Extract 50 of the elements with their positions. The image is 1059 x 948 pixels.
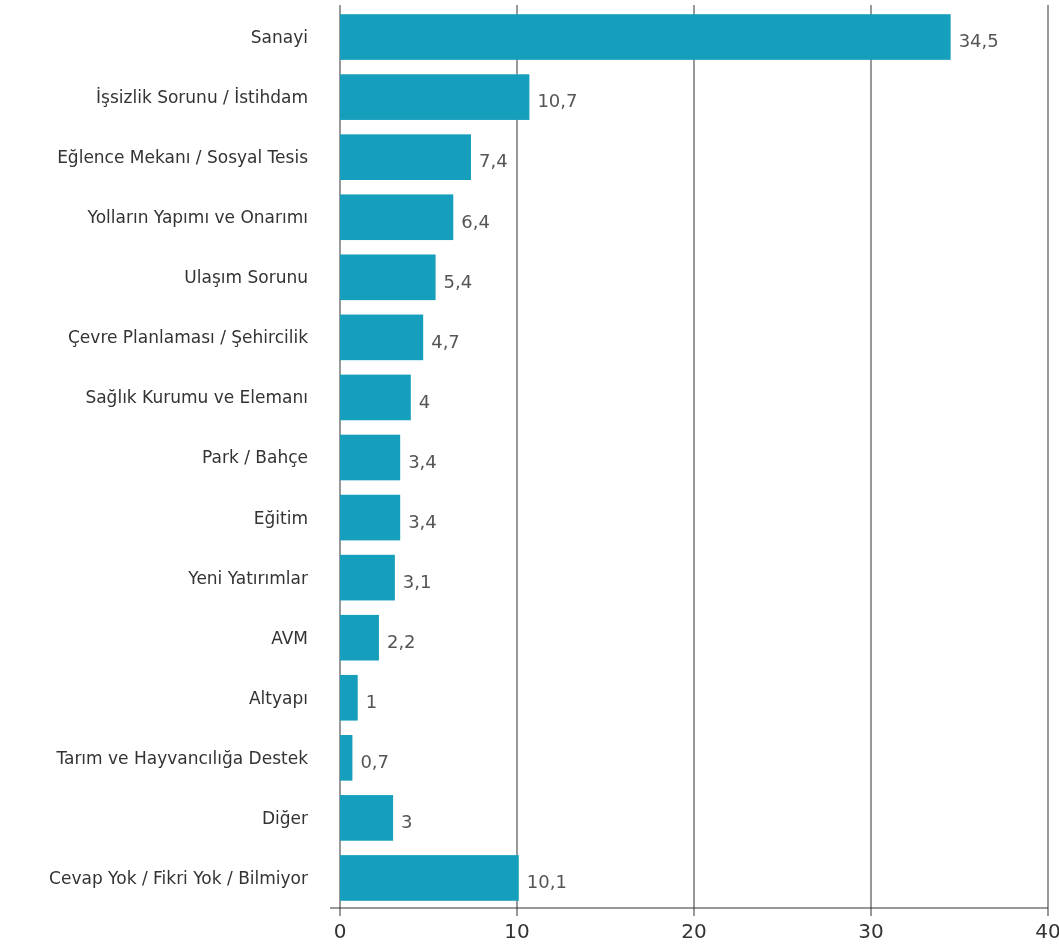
x-tick-label: 30: [858, 919, 884, 943]
bar: [340, 735, 353, 781]
bar: [340, 614, 379, 661]
y-tick-label: Ulaşım Sorunu: [184, 267, 308, 288]
y-tick-label: Sanayi: [250, 26, 308, 47]
data-label: 34,5: [958, 30, 999, 52]
x-tick-label: 20: [681, 919, 707, 943]
y-tick-label: AVM: [271, 627, 308, 648]
y-tick-label: Tarım ve Hayvancılığa Destek: [55, 747, 309, 768]
y-tick-label: İşsizlik Sorunu / İstihdam: [96, 87, 308, 108]
data-label: 4: [418, 390, 431, 412]
y-tick-label: Diğer: [261, 807, 308, 828]
y-tick-label: Altyapı: [248, 687, 308, 708]
data-label: 3,4: [408, 510, 437, 532]
y-tick-label: Yeni Yatırımlar: [187, 567, 308, 588]
bar: [340, 855, 519, 901]
data-label: 3: [401, 811, 413, 833]
data-label: 3,4: [408, 450, 437, 472]
y-tick-label: Sağlık Kurumu ve Elemanı: [85, 387, 308, 408]
data-label: 10,7: [537, 90, 578, 112]
data-label: 2,2: [386, 631, 416, 652]
bar: [340, 254, 436, 301]
x-tick-label: 0: [333, 919, 347, 943]
data-label: 0,7: [360, 751, 390, 773]
data-label: 7,4: [478, 150, 508, 172]
y-tick-label: Eğitim: [253, 507, 308, 528]
bar: [340, 494, 401, 541]
bar: [340, 194, 454, 241]
bar: [340, 374, 411, 421]
x-tick-label: 40: [1035, 919, 1059, 943]
y-tick-label: Park / Bahçe: [202, 447, 308, 468]
y-tick-label: Cevap Yok / Fikri Yok / Bilmiyor: [49, 867, 308, 888]
bar: [340, 314, 424, 361]
bar: [340, 74, 530, 120]
bar: [340, 434, 401, 481]
bar: [340, 134, 471, 180]
bar: [340, 14, 951, 60]
y-tick-label: Çevre Planlaması / Şehircilik: [68, 327, 309, 348]
data-label: 1: [365, 691, 378, 713]
bar: [340, 554, 395, 601]
x-tick-label: 10: [504, 919, 530, 943]
data-label: 6,4: [461, 210, 490, 232]
y-tick-label: Yolların Yapımı ve Onarımı: [86, 207, 308, 228]
data-label: 5,4: [443, 270, 473, 292]
data-label: 10,1: [526, 871, 567, 893]
data-label: 3,1: [402, 570, 432, 592]
bar: [340, 795, 394, 841]
y-tick-label: Eğlence Mekanı / Sosyal Tesis: [57, 147, 309, 168]
bar: [340, 674, 358, 721]
data-label: 4,7: [431, 330, 460, 352]
